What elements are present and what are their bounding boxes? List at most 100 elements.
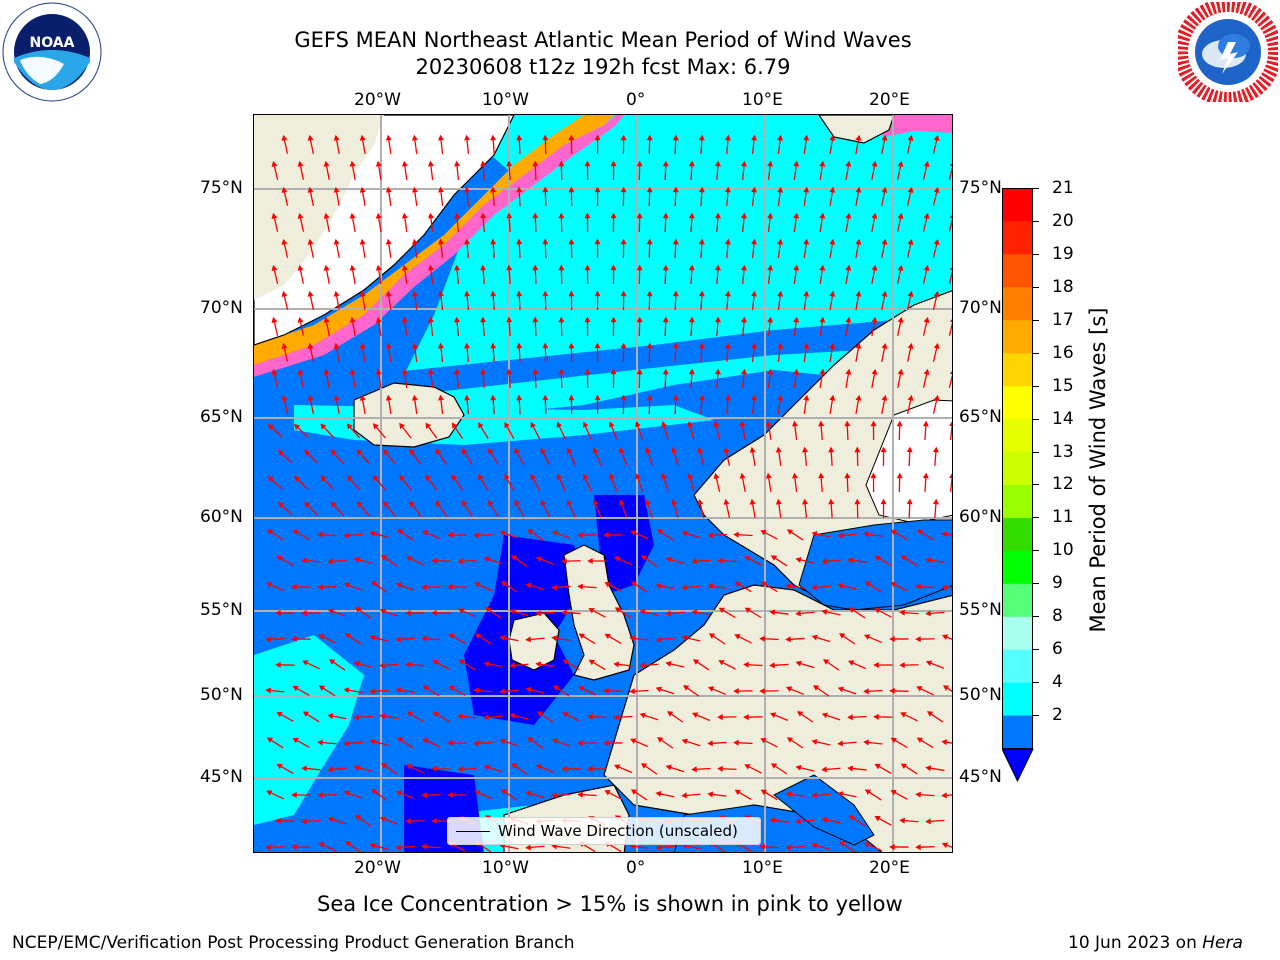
wind-arrow-head (411, 394, 418, 401)
wind-arrow-head (379, 608, 387, 615)
wind-arrow-head (665, 610, 671, 617)
wind-arrow-head (777, 290, 784, 297)
wind-arrow-head (767, 160, 774, 167)
wind-arrow-head (359, 238, 366, 245)
wind-arrow-head (723, 446, 730, 453)
wind-arrow-head (525, 790, 532, 797)
colorbar-tick-label: 15 (1052, 375, 1074, 396)
colorbar-tick-label: 2 (1052, 705, 1063, 726)
wind-arrow-head (530, 421, 536, 429)
wind-arrow-shaft (948, 166, 952, 180)
colorbar-tick-label: 14 (1052, 408, 1074, 429)
wind-arrow-head (610, 316, 617, 323)
wind-arrow-head (751, 134, 758, 141)
wind-arrow-head (845, 368, 852, 375)
wind-arrow-head (375, 316, 382, 323)
lat-label-right-75n: 75°N (959, 178, 1002, 198)
wind-arrow-head (724, 290, 731, 297)
wind-arrow-head (427, 368, 434, 375)
wind-arrow-head (395, 790, 403, 797)
wind-arrow-head (874, 608, 881, 614)
wind-arrow-head (275, 661, 281, 668)
colorbar-tick-label: 12 (1052, 474, 1074, 495)
wind-arrow-head (718, 660, 725, 666)
wind-arrow-head (271, 316, 278, 323)
wind-arrow-head (562, 712, 569, 718)
lon-label-top-0: 0° (626, 90, 646, 110)
wind-arrow-head (933, 186, 940, 193)
wind-arrow-head (277, 450, 285, 456)
wind-arrow-head (320, 423, 327, 430)
wind-arrow-head (561, 609, 567, 616)
wind-arrow-head (323, 264, 330, 271)
wind-arrow-head (480, 160, 487, 167)
wind-arrow-head (687, 472, 694, 480)
wind-arrow-head (582, 421, 589, 428)
wind-arrow-head (639, 712, 646, 719)
wind-arrow-head (488, 448, 494, 455)
wind-arrow-head (707, 583, 714, 590)
colorbar-tick-mark (1033, 484, 1039, 486)
wind-arrow-head (317, 739, 323, 746)
colorbar-tick-label: 6 (1052, 639, 1063, 660)
wind-arrow-head (845, 264, 852, 271)
wind-arrow-head (608, 421, 615, 428)
wind-arrow-head (863, 531, 870, 538)
wind-wave-arrows (265, 134, 952, 852)
wind-arrow-head (516, 186, 523, 193)
wind-arrow-head (847, 557, 854, 564)
dark-blue-zone-north-sea (594, 495, 654, 595)
wind-arrow-head (558, 212, 565, 219)
wind-arrow-head (375, 368, 382, 375)
wind-arrow-head (646, 134, 653, 141)
wind-arrow-head (717, 765, 723, 772)
wind-arrow-head (641, 763, 648, 769)
wind-arrow-head (614, 556, 621, 562)
wind-arrow-head (379, 713, 386, 720)
wind-arrow-head (349, 160, 356, 167)
lat-label-right-70n: 70°N (959, 298, 1002, 318)
wind-arrow-shaft (949, 473, 952, 493)
wind-arrow-head (304, 449, 311, 456)
wind-arrow-head (708, 633, 716, 639)
lat-label-left-70n: 70°N (200, 298, 243, 318)
wind-arrow-head (431, 765, 437, 772)
wind-arrow-head (266, 737, 274, 743)
wind-arrow-head (671, 499, 678, 506)
wind-arrow-head (385, 394, 392, 401)
wind-arrow-head (691, 558, 697, 565)
lon-label-bottom-20e: 20°E (869, 858, 910, 878)
wind-arrow-head (267, 424, 274, 431)
wind-arrow-head (372, 475, 379, 482)
wind-arrow-head (896, 420, 903, 427)
wind-arrow-head (265, 636, 271, 643)
wind-arrow-head (382, 448, 389, 456)
colorbar-tick-mark (1033, 451, 1039, 453)
wind-arrow-head (292, 685, 299, 692)
wind-arrow-head (795, 818, 801, 825)
wind-arrow-head (411, 134, 418, 141)
wind-arrow-head (915, 791, 921, 798)
wind-arrow-head (829, 186, 836, 193)
wind-arrow-head (899, 817, 905, 824)
wind-arrow-head (281, 342, 288, 349)
wind-arrow-head (874, 816, 881, 822)
wind-arrow-head (551, 792, 557, 799)
wind-arrow-head (770, 763, 778, 769)
wind-arrow-head (454, 160, 461, 167)
wind-arrow-head (451, 474, 458, 481)
wind-arrow-head (437, 394, 444, 401)
wind-arrow-head (662, 160, 669, 167)
wind-arrow-head (401, 316, 408, 323)
wind-arrow-head (899, 609, 905, 616)
wind-arrow-head (698, 134, 705, 141)
wind-arrow-head (516, 342, 523, 349)
wind-arrow-head (473, 687, 480, 694)
wind-arrow-head (511, 763, 518, 769)
wind-arrow-head (925, 818, 931, 825)
wind-arrow-head (630, 581, 638, 587)
lat-label-left-75n: 75°N (200, 178, 243, 198)
wind-arrow-head (275, 609, 281, 616)
wind-arrow-head (672, 290, 679, 297)
wind-arrow-head (447, 531, 453, 538)
